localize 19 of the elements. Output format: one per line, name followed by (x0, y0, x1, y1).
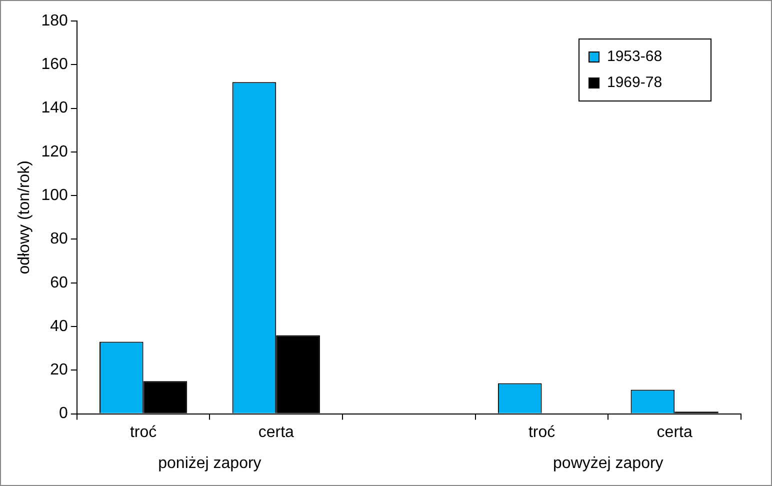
y-tick-label: 20 (50, 362, 68, 379)
y-tick-label: 140 (41, 100, 68, 117)
y-tick-label: 60 (50, 274, 68, 292)
y-tick-label: 160 (41, 56, 68, 74)
y-tick-label: 80 (50, 230, 68, 248)
legend-label: 1969-78 (607, 74, 662, 92)
x-tick-label: certa (258, 424, 294, 441)
x-tick-label: troć (528, 424, 556, 441)
y-tick-label: 180 (41, 12, 68, 30)
text: poniżej zapory (158, 455, 262, 472)
legend-label: 1953-68 (607, 48, 662, 66)
y-tick-label: 40 (50, 318, 68, 335)
y-tick-label: 120 (41, 143, 68, 160)
x-tick-label: certa (656, 424, 692, 441)
x-tick-label: troć (130, 424, 157, 441)
y-axis-title: odłowy (ton/rok) (16, 160, 34, 274)
y-tick-label: 100 (41, 186, 68, 204)
text: powyżej zapory (553, 455, 664, 472)
y-tick-label: 0 (58, 405, 68, 422)
